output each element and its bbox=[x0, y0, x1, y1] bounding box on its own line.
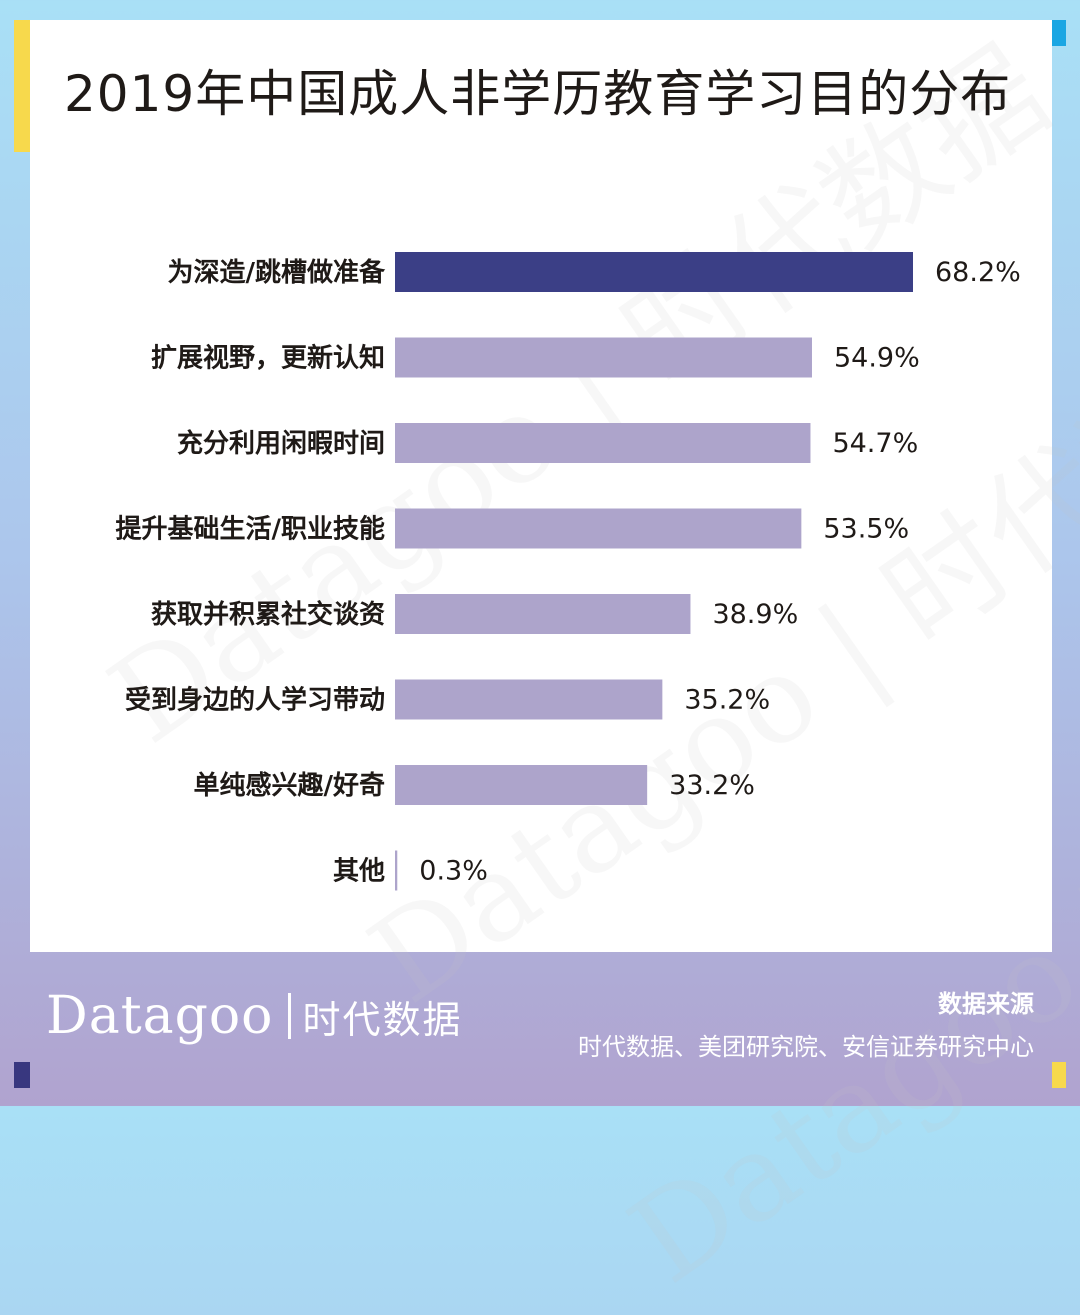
value-label-3: 54.7% bbox=[832, 428, 918, 459]
brand-separator bbox=[287, 993, 291, 1039]
value-label-5: 38.9% bbox=[712, 599, 798, 630]
brand-latin: Datagoo bbox=[46, 986, 274, 1046]
value-label-1: 68.2% bbox=[935, 257, 1021, 288]
page-title: 2019年中国成人非学历教育学习目的分布 bbox=[64, 65, 1012, 123]
accent-yellow-bottom-right bbox=[1052, 1062, 1066, 1088]
value-label-2: 54.9% bbox=[834, 343, 920, 374]
bar-6 bbox=[395, 679, 663, 720]
accent-blue-top-right bbox=[1052, 20, 1066, 46]
brand-logo: Datagoo 时代数据 bbox=[46, 986, 463, 1046]
category-label-2: 扩展视野，更新认知 bbox=[151, 343, 385, 374]
category-label-4: 提升基础生活/职业技能 bbox=[116, 514, 386, 545]
category-label-8: 其他 bbox=[333, 857, 385, 887]
bar-4 bbox=[395, 508, 802, 549]
value-label-8: 0.3% bbox=[419, 856, 488, 887]
value-label-6: 35.2% bbox=[684, 685, 770, 716]
bar-chart: 为深造/跳槽做准备 68.2% 扩展视野，更新认知 54.9% 充分利用闲暇时间 54.7… bbox=[116, 252, 1021, 891]
value-label-7: 33.2% bbox=[669, 770, 755, 801]
accent-navy-bottom-left bbox=[14, 1062, 30, 1088]
brand-cn: 时代数据 bbox=[302, 997, 463, 1042]
bar-8 bbox=[395, 850, 398, 891]
bar-1 bbox=[395, 252, 913, 292]
bar-3 bbox=[395, 423, 811, 463]
category-label-5: 获取并积累社交谈资 bbox=[151, 599, 385, 630]
accent-yellow-top-left bbox=[14, 20, 30, 152]
source-title: 数据来源 bbox=[938, 990, 1034, 1018]
bar-7 bbox=[395, 765, 648, 805]
category-label-1: 为深造/跳槽做准备 bbox=[168, 258, 386, 288]
source-text: 时代数据、美团研究院、安信证券研究中心 bbox=[578, 1033, 1034, 1061]
bar-5 bbox=[395, 594, 691, 634]
value-label-4: 53.5% bbox=[823, 514, 909, 545]
bar-2 bbox=[395, 337, 812, 378]
category-label-7: 单纯感兴趣/好奇 bbox=[194, 770, 386, 801]
category-label-6: 受到身边的人学习带动 bbox=[125, 685, 385, 716]
category-label-3: 充分利用闲暇时间 bbox=[177, 428, 385, 459]
source-block: 数据来源 时代数据、美团研究院、安信证券研究中心 bbox=[578, 984, 1034, 1062]
